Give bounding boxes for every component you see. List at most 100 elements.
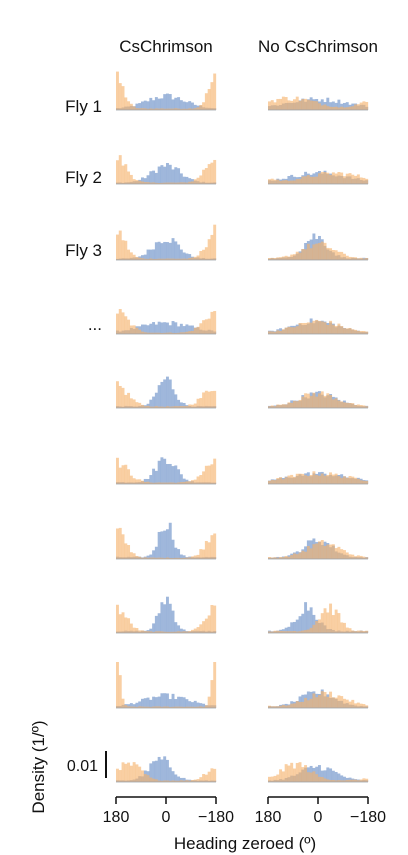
histogram-bar-orange [116, 160, 119, 184]
histogram-bar-orange [365, 101, 369, 110]
histogram-bar-blue [168, 325, 172, 334]
histogram-bar-orange [276, 98, 280, 110]
histogram-bar-orange [135, 555, 139, 559]
histogram-bar-blue [163, 530, 167, 559]
histogram-bar-orange [343, 622, 346, 633]
histogram-bar-orange [281, 329, 285, 334]
histogram-bar-orange [276, 630, 280, 633]
histogram-bar-orange [290, 762, 294, 782]
histogram-bar-orange [127, 101, 131, 110]
histogram-bar-orange [337, 251, 341, 260]
histogram-bar-orange [157, 780, 161, 782]
histogram-bar-orange [359, 405, 363, 408]
histogram-bar-orange [362, 177, 366, 184]
histogram-bar-orange [171, 108, 175, 110]
histogram-bar-orange [199, 624, 203, 633]
histogram-bar-orange [188, 780, 192, 782]
histogram-bar-orange [301, 99, 305, 110]
histogram-bar-orange [298, 552, 302, 559]
histogram-bar-orange [157, 557, 161, 559]
histogram-bar-orange [301, 323, 305, 334]
histogram-bar-orange [304, 322, 308, 334]
histogram-bar-orange [273, 706, 277, 708]
x-tick-label-cschrimson-minus-180: −180 [198, 809, 234, 826]
histogram-bar-orange [210, 464, 214, 484]
histogram-bar-blue [329, 102, 333, 110]
histogram-bar-orange [331, 250, 335, 260]
histogram-bar-orange [118, 614, 122, 633]
histogram-bar-orange [191, 404, 194, 408]
histogram-bar-blue [177, 97, 181, 110]
histogram-bar-orange [199, 104, 203, 110]
histogram-bar-blue [174, 97, 178, 110]
histogram-bar-orange [207, 465, 211, 484]
histogram-bar-orange [320, 391, 324, 408]
histogram-bar-blue [146, 697, 150, 708]
histogram-bar-orange [315, 543, 319, 559]
histogram-bar-orange [174, 631, 178, 633]
histogram-bar-blue [168, 767, 172, 782]
histogram-bar-orange [284, 705, 288, 708]
histogram-bar-orange [331, 544, 335, 559]
histogram-bar-orange [318, 320, 321, 334]
histogram-panel-cschrimson-row-7 [116, 522, 217, 560]
histogram-bar-orange [171, 482, 175, 484]
histogram-bar-orange [168, 780, 172, 782]
histogram-bar-orange [191, 706, 194, 708]
histogram-bar-blue [179, 777, 183, 782]
histogram-bar-orange [202, 549, 206, 559]
row-label-fly-2: Fly 2 [65, 168, 102, 187]
histogram-bar-orange [295, 631, 299, 633]
histogram-bar-orange [207, 615, 211, 633]
histogram-panel-cschrimson-row-1 [116, 71, 217, 111]
histogram-bar-orange [356, 404, 360, 408]
histogram-bar-orange [116, 528, 119, 559]
histogram-bar-orange [163, 706, 167, 708]
histogram-bar-blue [193, 104, 197, 110]
histogram-bar-blue [166, 759, 169, 782]
histogram-bar-blue [177, 776, 181, 782]
histogram-bar-blue [152, 249, 156, 260]
histogram-bar-blue [179, 402, 183, 408]
histogram-bar-blue [326, 97, 330, 110]
histogram-bar-orange [210, 535, 214, 559]
histogram-bar-orange [118, 309, 122, 334]
histogram-bar-orange [345, 402, 349, 408]
histogram-bar-orange [154, 406, 158, 408]
histogram-bar-blue [171, 238, 175, 260]
histogram-bar-blue [326, 767, 330, 782]
histogram-bar-orange [359, 177, 363, 184]
histogram-bar-orange [270, 178, 274, 184]
histogram-bar-orange [273, 406, 277, 408]
histogram-bar-blue [163, 94, 167, 110]
histogram-bar-orange [196, 326, 200, 334]
histogram-bar-orange [166, 406, 169, 408]
histogram-bar-orange [365, 481, 369, 484]
histogram-bar-orange [171, 182, 175, 184]
histogram-bar-blue [182, 555, 186, 559]
histogram-bar-orange [362, 704, 366, 708]
histogram-bar-orange [279, 630, 283, 633]
histogram-bar-orange [354, 405, 358, 408]
histogram-panel-no-cschrimson-row-5 [268, 391, 369, 409]
histogram-bar-orange [343, 107, 346, 110]
histogram-bar-blue [182, 176, 186, 184]
histogram-bar-blue [149, 699, 153, 708]
histogram-bar-orange [354, 556, 358, 559]
histogram-bar-orange [298, 178, 302, 184]
histogram-bar-orange [343, 476, 346, 484]
histogram-bar-orange [270, 557, 274, 559]
histogram-bar-blue [174, 241, 178, 260]
histogram-bar-blue [343, 776, 346, 782]
histogram-bar-blue [146, 175, 150, 184]
histogram-bar-orange [309, 474, 313, 484]
histogram-bar-blue [329, 768, 333, 782]
histogram-bar-orange [152, 258, 156, 260]
histogram-bar-blue [168, 164, 172, 184]
histogram-bar-orange [331, 779, 335, 782]
histogram-bar-orange [171, 332, 175, 334]
histogram-bar-orange [315, 176, 319, 184]
histogram-bar-orange [351, 329, 355, 334]
histogram-bar-orange [163, 558, 167, 559]
histogram-bar-orange [116, 71, 119, 110]
